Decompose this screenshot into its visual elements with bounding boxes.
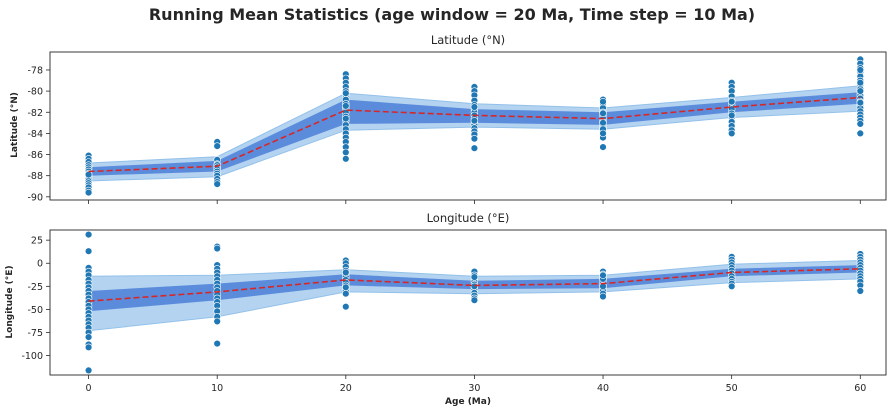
latitude-y-tick-label: -82 — [27, 108, 43, 119]
latitude-y-tick-label: -90 — [27, 192, 43, 203]
latitude-y-axis-label: Latitude (°N) — [10, 92, 20, 158]
longitude-data-point — [213, 339, 221, 348]
longitude-data-point — [342, 268, 350, 277]
latitude-data-point — [856, 98, 864, 107]
longitude-data-point — [342, 290, 350, 298]
longitude-y-tick-label: 25 — [31, 236, 43, 247]
latitude-data-point — [342, 114, 350, 123]
latitude-data-point — [213, 180, 221, 188]
latitude-data-point — [470, 144, 479, 152]
latitude-data-point — [727, 97, 736, 106]
latitude-data-point — [599, 129, 607, 138]
longitude-data-point — [84, 247, 93, 255]
latitude-data-point — [856, 66, 864, 74]
longitude-panel-title: Longitude (°E) — [427, 211, 510, 225]
latitude-data-point — [470, 103, 479, 111]
longitude-y-axis-label: Longitude (°E) — [5, 265, 15, 338]
latitude-y-tick-label: -80 — [27, 87, 43, 98]
latitude-panel: Latitude (°N) Latitude (°N) -90 -88 -86 -84… — [10, 33, 887, 204]
latitude-data-point — [856, 87, 864, 95]
longitude-y-tick-label: -100 — [21, 351, 43, 362]
latitude-data-point — [856, 120, 864, 128]
longitude-x-tick-label: 0 — [86, 383, 92, 394]
latitude-data-point — [856, 129, 864, 138]
latitude-data-point — [342, 155, 350, 163]
longitude-data-point — [599, 271, 607, 279]
longitude-x-tick-label: 60 — [854, 383, 866, 394]
longitude-y-tick-label: -50 — [27, 305, 43, 316]
latitude-data-point — [856, 78, 864, 87]
longitude-plot-frame — [49, 229, 887, 376]
latitude-data-point — [213, 142, 221, 150]
longitude-data-point — [84, 343, 93, 351]
latitude-panel-title: Latitude (°N) — [431, 33, 505, 47]
latitude-y-tick-label: -88 — [27, 171, 43, 182]
longitude-data-point — [213, 317, 221, 326]
longitude-data-point — [470, 273, 479, 281]
longitude-data-point — [342, 283, 350, 291]
longitude-panel: Longitude (°E) Longitude (°E) Age (Ma) 2… — [5, 211, 887, 407]
longitude-data-point — [84, 333, 93, 341]
latitude-y-tick-label: -86 — [27, 150, 43, 161]
longitude-data-point — [342, 303, 350, 311]
longitude-data-point — [856, 287, 864, 295]
longitude-data-point — [84, 366, 93, 375]
latitude-data-point — [342, 102, 350, 110]
figure-title: Running Mean Statistics (age window = 20… — [149, 5, 755, 24]
longitude-x-tick-label: 10 — [211, 383, 223, 394]
latitude-data-point — [599, 109, 607, 118]
latitude-data-point — [727, 129, 736, 138]
latitude-data-point — [470, 116, 479, 125]
latitude-y-tick-label: -84 — [27, 129, 43, 140]
latitude-data-point — [599, 143, 607, 151]
latitude-data-point — [84, 188, 93, 197]
longitude-x-tick-label: 20 — [340, 383, 352, 394]
latitude-data-point — [727, 111, 736, 120]
longitude-data-point — [213, 244, 221, 253]
longitude-x-tick-label: 40 — [597, 383, 609, 394]
longitude-y-tick-label: -75 — [27, 328, 43, 339]
longitude-data-point — [599, 292, 607, 301]
longitude-x-tick-label: 50 — [726, 383, 738, 394]
latitude-data-point — [84, 170, 93, 179]
longitude-data-point — [727, 282, 736, 290]
longitude-data-point — [470, 296, 479, 304]
latitude-data-point — [342, 148, 350, 157]
latitude-data-point — [599, 119, 607, 127]
latitude-data-point — [599, 97, 607, 106]
latitude-plot-frame — [49, 51, 887, 201]
longitude-mean-line — [88, 268, 861, 302]
latitude-mean-line — [88, 96, 861, 173]
longitude-y-tick-label: -25 — [27, 282, 43, 293]
longitude-data-point — [84, 230, 93, 239]
longitude-x-tick-label: 30 — [468, 383, 480, 394]
longitude-y-tick-label: 0 — [37, 259, 43, 270]
x-axis-label: Age (Ma) — [445, 397, 491, 407]
latitude-data-point — [470, 135, 479, 143]
latitude-data-point — [342, 89, 350, 97]
longitude-data-point — [470, 282, 479, 290]
latitude-y-tick-label: -78 — [27, 65, 43, 76]
